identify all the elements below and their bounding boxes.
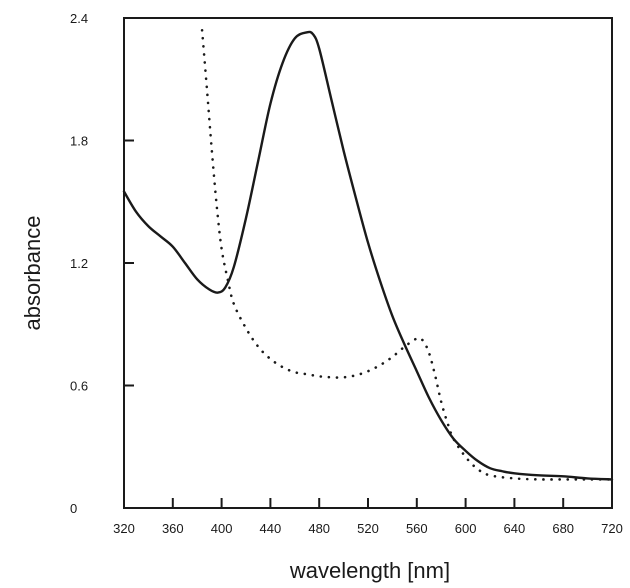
x-tick-label: 480 [308,521,330,536]
plot-frame [123,17,613,509]
x-tick-label: 720 [601,521,623,536]
y-axis: 0 0.6 1.2 1.8 2.4 [70,11,134,516]
plot-area [122,28,614,481]
x-tick-label: 320 [113,521,135,536]
x-tick-label: 680 [552,521,574,536]
y-tick-label: 2.4 [70,11,88,26]
x-tick-label: 400 [211,521,233,536]
x-tick-label: 640 [504,521,526,536]
x-tick-label: 360 [162,521,184,536]
x-tick-label: 520 [357,521,379,536]
x-tick-label: 600 [455,521,477,536]
y-tick-label: 0 [70,501,77,516]
y-tick-label: 0.6 [70,379,88,394]
y-axis-label: absorbance [20,216,45,331]
y-tick-label: 1.8 [70,134,88,149]
x-tick-label: 560 [406,521,428,536]
x-tick-label: 440 [260,521,282,536]
series-solid-line [122,30,614,481]
x-axis: 320 360 400 440 480 520 560 600 640 680 720 [113,498,623,536]
y-tick-label: 1.2 [70,256,88,271]
x-axis-label: wavelength [nm] [289,558,450,583]
series-dotted-line [200,28,614,481]
